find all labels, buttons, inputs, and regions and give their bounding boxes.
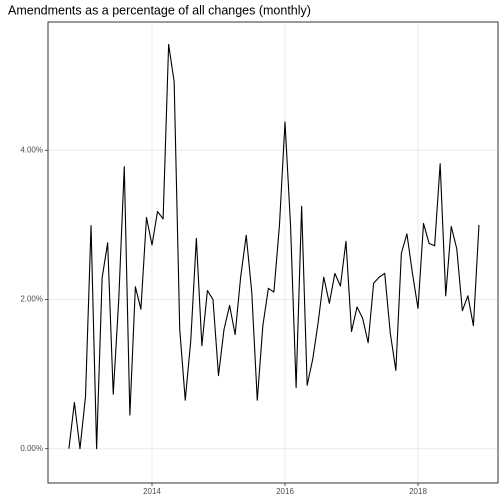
y-tick-label: 4.00%: [20, 145, 43, 154]
x-tick-label: 2014: [143, 487, 161, 496]
x-tick-label: 2018: [409, 487, 427, 496]
line-series: [68, 43, 480, 450]
y-tick-label: 2.00%: [20, 295, 43, 304]
plot-background: [48, 22, 498, 483]
chart-title: Amendments as a percentage of all change…: [8, 3, 311, 17]
x-tick-label: 2016: [276, 487, 294, 496]
plot-border: [47, 21, 499, 484]
y-tick-label: 0.00%: [20, 444, 43, 453]
